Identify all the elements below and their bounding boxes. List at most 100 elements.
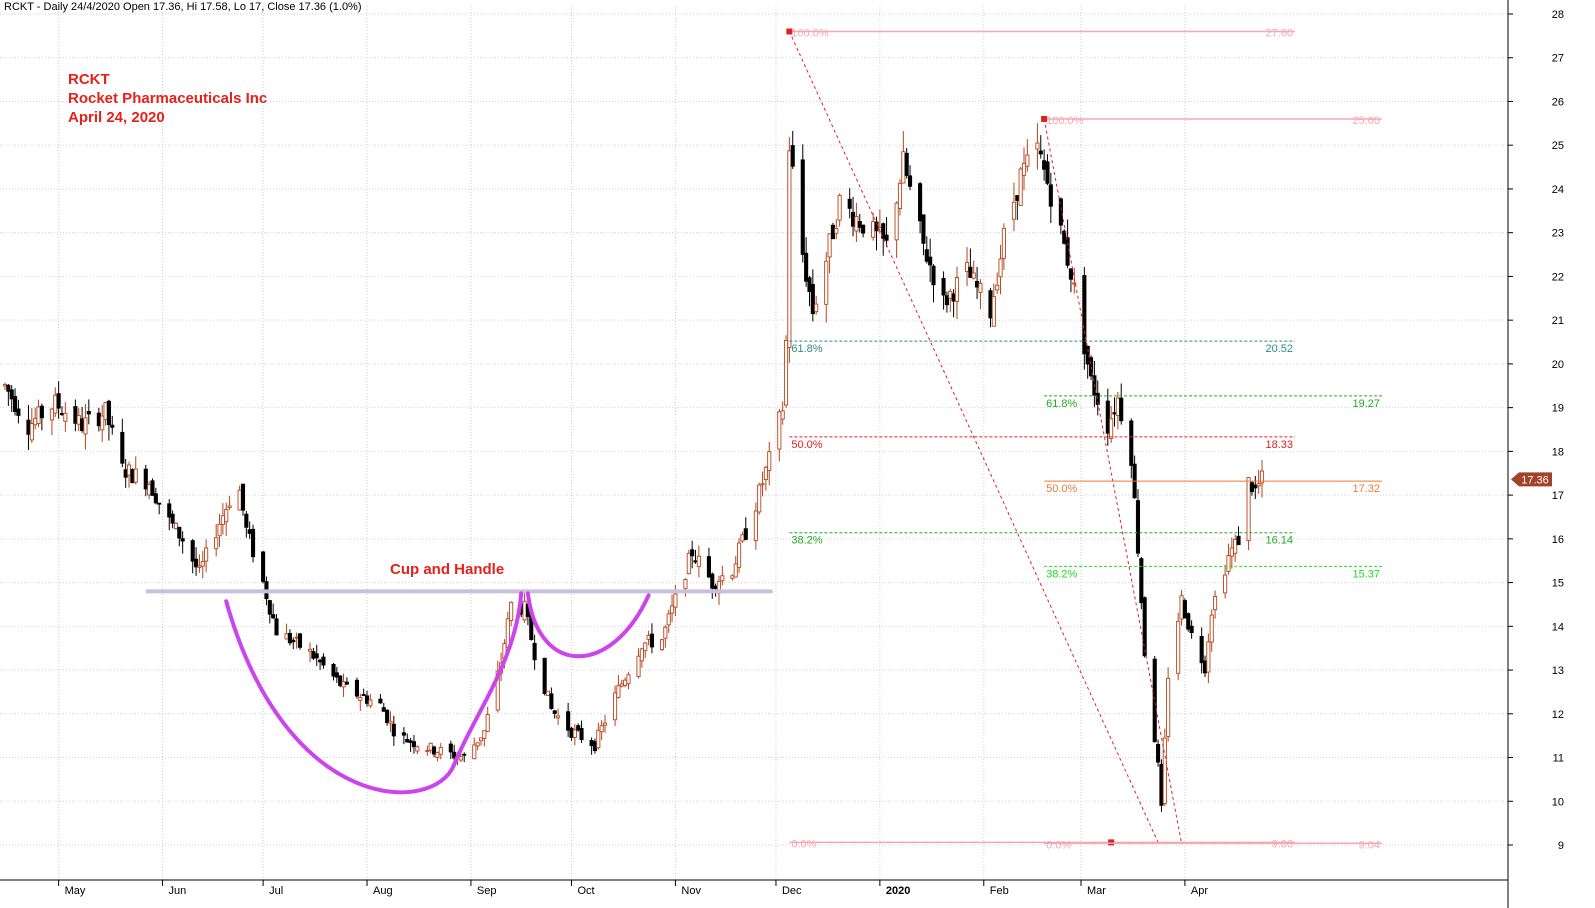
candle-body xyxy=(1045,161,1050,184)
candle-body xyxy=(391,723,396,737)
candle-body xyxy=(861,224,866,234)
candle-body xyxy=(1213,595,1218,611)
price-tick-label: 19 xyxy=(1552,403,1564,415)
candle-body xyxy=(881,223,886,239)
price-tick-label: 11 xyxy=(1553,753,1564,765)
candle-body xyxy=(663,626,668,639)
candle-body xyxy=(928,256,933,266)
time-tick-label: Sep xyxy=(477,885,497,897)
fib-value-label: 17.32 xyxy=(1352,483,1380,495)
fib-value-label: 9.04 xyxy=(1359,839,1380,851)
candle-body xyxy=(1139,558,1144,604)
candle-body xyxy=(998,258,1003,278)
candle-body xyxy=(126,464,132,476)
candle-body xyxy=(1246,477,1251,542)
candle-body xyxy=(760,483,765,486)
candle-body xyxy=(857,220,862,228)
candle-body xyxy=(800,159,805,255)
candle-body xyxy=(918,183,923,222)
title-block: RCKT Rocket Pharmaceuticals Inc April 24… xyxy=(68,70,267,127)
fib-value-label: 20.52 xyxy=(1265,343,1293,355)
candle-body xyxy=(217,523,222,537)
candle-body xyxy=(341,681,346,688)
candle-body xyxy=(364,695,370,704)
candle-body xyxy=(847,198,852,209)
candle-body xyxy=(636,655,641,677)
chart-header: RCKT - Daily 24/4/2020 Open 17.36, Hi 17… xyxy=(4,1,362,13)
candle-body xyxy=(1156,743,1161,763)
candle-body xyxy=(941,278,946,296)
candle-body xyxy=(428,742,433,751)
candle-body xyxy=(130,469,135,484)
candle-body xyxy=(271,614,276,619)
candle-body xyxy=(1186,613,1191,630)
price-tick-label: 23 xyxy=(1552,228,1564,240)
candle-body xyxy=(1038,150,1043,155)
candle-body xyxy=(1152,658,1157,743)
candle-body xyxy=(566,711,571,731)
candle-body xyxy=(180,538,185,542)
candle-body xyxy=(411,741,416,748)
candle-body xyxy=(274,618,279,636)
candle-body xyxy=(713,585,718,590)
candle-body xyxy=(743,528,748,540)
candle-body xyxy=(291,639,296,643)
candle-body xyxy=(331,663,336,677)
candle-body xyxy=(1115,397,1120,416)
candle-body xyxy=(683,579,688,589)
candle-body xyxy=(884,234,889,241)
candle-body xyxy=(227,505,232,508)
price-tick-label: 22 xyxy=(1552,271,1564,283)
candle-body xyxy=(730,575,735,579)
candle-body xyxy=(314,653,319,659)
candle-body xyxy=(1068,268,1073,280)
candle-body xyxy=(740,534,745,542)
candle-body xyxy=(103,402,108,421)
candle-body xyxy=(509,601,514,622)
candle-body xyxy=(623,679,628,686)
candle-body xyxy=(321,656,326,666)
company-label: Rocket Pharmaceuticals Inc xyxy=(68,90,268,107)
candle-body xyxy=(53,394,58,414)
candle-body xyxy=(143,468,148,490)
candle-body xyxy=(783,340,789,406)
candle-body xyxy=(354,679,360,697)
pivot-marker xyxy=(786,28,793,35)
candle-body xyxy=(1129,420,1134,466)
candle-body xyxy=(706,556,711,578)
candle-body xyxy=(569,727,574,738)
candle-body xyxy=(666,613,671,626)
candles xyxy=(2,123,1265,812)
candle-body xyxy=(388,720,393,724)
candle-body xyxy=(311,651,316,659)
candle-body xyxy=(307,648,313,652)
candle-body xyxy=(1048,184,1053,207)
candle-body xyxy=(643,642,648,652)
candle-body xyxy=(894,202,899,241)
price-tick-label: 16 xyxy=(1552,534,1564,546)
candle-body xyxy=(16,408,21,416)
candle-body xyxy=(616,685,621,698)
candle-body xyxy=(854,216,859,232)
candle-body xyxy=(415,746,420,752)
candle-body xyxy=(190,540,195,562)
candle-body xyxy=(556,715,561,719)
candle-body xyxy=(522,600,527,621)
candle-body xyxy=(1199,635,1204,664)
price-tick-label: 20 xyxy=(1552,359,1564,371)
price-tick-label: 21 xyxy=(1552,315,1564,327)
pivot-marker xyxy=(1041,115,1048,122)
candle-body xyxy=(787,150,792,348)
candle-body xyxy=(452,751,457,759)
candle-body xyxy=(690,549,695,557)
candle-body xyxy=(837,194,842,221)
candle-body xyxy=(100,415,105,431)
candle-body xyxy=(968,266,973,278)
cup-curve xyxy=(224,591,524,795)
candle-body xyxy=(777,411,782,450)
candle-body xyxy=(1179,595,1184,620)
candle-body xyxy=(83,417,88,435)
candle-body xyxy=(904,152,909,176)
time-tick-label: Feb xyxy=(990,885,1009,897)
